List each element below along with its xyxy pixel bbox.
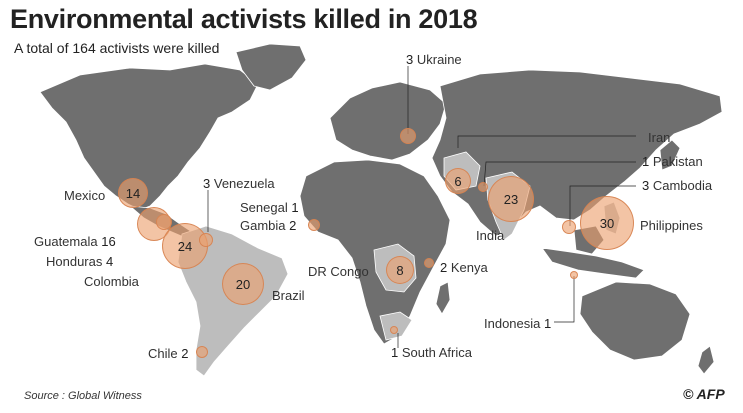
bubble-south-africa	[390, 326, 398, 334]
label-philippines: Philippines	[640, 218, 703, 233]
land-new-zealand	[697, 345, 715, 375]
land-australia	[579, 281, 691, 361]
bubble-iran: 6	[445, 168, 471, 194]
bubble-india: 23	[488, 176, 534, 222]
label-indonesia: Indonesia 1	[484, 316, 552, 331]
bubble-cambodia	[562, 220, 576, 234]
land-asia	[431, 69, 723, 237]
label-kenya: 2 Kenya	[440, 260, 488, 275]
bubble-india-value: 23	[503, 191, 519, 207]
land-indonesia	[541, 247, 645, 279]
bubble-brazil: 20	[222, 263, 264, 305]
bubble-ukraine	[400, 128, 416, 144]
label-mexico: Mexico	[64, 188, 106, 203]
label-gambia: Gambia 2	[240, 218, 297, 233]
label-dr-congo: DR Congo	[308, 264, 369, 279]
label-brazil: Brazil	[272, 288, 305, 303]
bubble-brazil-value: 20	[235, 276, 251, 292]
bubble-iran-value: 6	[454, 173, 462, 189]
bubble-gambia	[308, 219, 320, 231]
label-iran: Iran	[648, 130, 671, 145]
label-senegal: Senegal 1	[240, 200, 299, 215]
bubble-colombia-value: 24	[177, 238, 193, 254]
label-cambodia: 3 Cambodia	[642, 178, 713, 193]
land-europe	[329, 81, 447, 161]
source-note: Source : Global Witness	[24, 390, 142, 402]
bubble-dr-congo-value: 8	[396, 262, 404, 278]
label-guatemala: Guatemala 16	[34, 234, 116, 249]
bubble-philippines: 30	[580, 196, 634, 250]
land-north-america	[39, 63, 259, 211]
bubble-chile	[196, 346, 208, 358]
land-greenland	[235, 43, 307, 91]
page-subtitle: A total of 164 activists were killed	[14, 40, 220, 56]
bubble-mexico: 14	[118, 178, 148, 208]
bubble-indonesia	[570, 271, 578, 279]
bubble-honduras	[156, 214, 172, 230]
label-colombia: Colombia	[84, 274, 139, 289]
label-chile: Chile 2	[148, 346, 189, 361]
bubble-kenya	[424, 258, 434, 268]
label-honduras: Honduras 4	[46, 254, 114, 269]
land-madagascar	[435, 281, 451, 315]
bubble-pakistan	[478, 182, 488, 192]
page-title: Environmental activists killed in 2018	[10, 4, 478, 34]
bubble-dr-congo: 8	[386, 256, 414, 284]
label-ukraine: 3 Ukraine	[406, 52, 462, 67]
land-japan	[659, 139, 681, 171]
afp-credit-logo: © AFP	[683, 386, 725, 402]
bubble-colombia: 24	[162, 223, 208, 269]
label-venezuela: 3 Venezuela	[203, 176, 275, 191]
label-south-africa: 1 South Africa	[391, 345, 472, 360]
leader-lines	[207, 66, 636, 348]
bubble-mexico-value: 14	[125, 185, 141, 201]
bubble-venezuela	[199, 233, 213, 247]
label-pakistan: 1 Pakistan	[642, 154, 703, 169]
bubble-philippines-value: 30	[599, 215, 615, 231]
label-india: India	[476, 228, 505, 243]
